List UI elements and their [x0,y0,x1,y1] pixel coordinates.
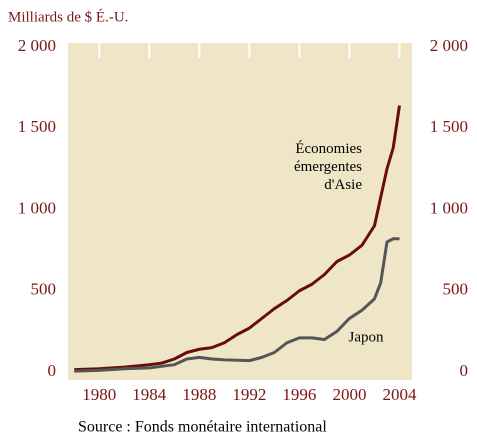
x-tick-label: 2000 [332,385,366,404]
y-tick-label: 1 500 [18,117,56,136]
y2-tick-label: 1 500 [430,117,468,136]
y-tick-label: 2 000 [18,36,56,55]
plot-background [68,43,412,380]
series-label: Japon [349,329,384,345]
x-tick-label: 1996 [282,385,316,404]
x-tick-label: 1980 [82,385,116,404]
y-tick-label: 1 000 [18,198,56,217]
y2-tick-label: 500 [443,280,469,299]
x-tick-label: 1984 [132,385,167,404]
series-label: Économies émergentes d'Asie [294,140,362,193]
x-tick-label: 2004 [382,385,417,404]
x-tick-label: 1988 [182,385,216,404]
y2-tick-label: 1 000 [430,198,468,217]
series-line [74,237,400,373]
y2-tick-label: 0 [460,361,469,380]
y-tick-label: 0 [48,361,57,380]
y-tick-label: 500 [31,280,57,299]
source: Source : Fonds monétaire international [78,419,327,436]
chart-title: Milliards de $ É.-U. [8,8,128,25]
series-line [74,105,401,372]
x-tick-label: 1992 [232,385,266,404]
y2-tick-label: 2 000 [430,36,468,55]
